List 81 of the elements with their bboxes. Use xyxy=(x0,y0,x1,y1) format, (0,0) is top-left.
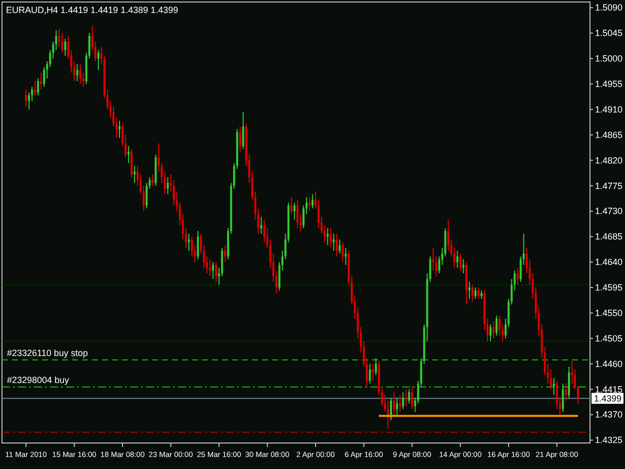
candlestick xyxy=(459,253,462,272)
candlestick xyxy=(25,89,27,108)
y-tick-label: 1.4460 xyxy=(595,358,623,369)
candlestick xyxy=(474,287,476,300)
candlestick xyxy=(97,50,100,70)
y-tick-label: 1.5090 xyxy=(595,2,623,13)
y-tick-label: 1.4910 xyxy=(595,104,623,114)
candlestick xyxy=(568,366,570,398)
y-tick-label: 1.4415 xyxy=(595,384,623,394)
candlestick xyxy=(308,196,311,212)
chart-title: EURAUD,H4 1.4419 1.4419 1.4389 1.4399 xyxy=(6,5,178,15)
y-tick-label: 1.4730 xyxy=(595,206,623,216)
candlestick xyxy=(134,165,136,184)
candlestick xyxy=(374,358,377,376)
candlestick xyxy=(239,126,242,152)
candlestick xyxy=(408,388,410,404)
y-tick-label: 1.4685 xyxy=(595,232,623,242)
candlestick xyxy=(64,38,66,56)
y-tick-label: 1.4955 xyxy=(595,78,623,89)
candlestick xyxy=(330,228,332,248)
candlestick xyxy=(312,194,314,209)
y-tick-label: 1.5000 xyxy=(595,54,623,64)
candlestick xyxy=(393,392,395,416)
y-tick-label: 1.4820 xyxy=(595,155,623,166)
candlestick xyxy=(338,238,341,254)
candlestick xyxy=(37,78,40,96)
candlestick xyxy=(196,230,199,260)
candlestick xyxy=(73,60,76,82)
candlestick xyxy=(34,80,36,96)
candlestick xyxy=(242,112,244,150)
ref-line-label: #23326110 buy stop xyxy=(7,348,88,358)
candlestick xyxy=(209,258,211,277)
candlestick xyxy=(79,64,82,84)
candlestick xyxy=(411,386,414,410)
candlestick xyxy=(468,281,470,300)
candlestick xyxy=(368,363,371,384)
candlestick xyxy=(336,233,338,257)
candlestick xyxy=(344,247,347,266)
candlestick xyxy=(61,32,64,54)
y-tick-label: 1.4370 xyxy=(595,410,623,420)
candlestick xyxy=(471,284,474,302)
candlestick xyxy=(438,256,440,274)
candlestick xyxy=(372,363,374,382)
candlestick xyxy=(399,394,402,412)
y-tick-label: 1.4595 xyxy=(595,282,623,293)
candlestick xyxy=(564,383,567,402)
candlestick xyxy=(402,392,404,410)
y-tick-label: 1.4640 xyxy=(595,257,623,268)
candlestick xyxy=(166,176,169,195)
y-tick-label: 1.4325 xyxy=(595,435,623,446)
candlestick xyxy=(188,233,190,252)
candlestick xyxy=(332,233,335,252)
candlestick xyxy=(164,171,166,195)
candlestick xyxy=(562,383,564,412)
candlestick xyxy=(456,250,458,268)
ref-line-label: #23298004 buy xyxy=(7,375,70,386)
y-tick-label: 1.4505 xyxy=(595,333,623,344)
candlestick xyxy=(215,262,218,282)
y-tick-label: 1.5045 xyxy=(595,28,623,38)
y-tick-label: 1.4550 xyxy=(595,308,623,318)
candlestick xyxy=(130,148,133,178)
y-tick-label: 1.4775 xyxy=(595,180,623,191)
candlestick xyxy=(516,267,519,286)
candlestick xyxy=(76,64,78,82)
candlestick xyxy=(152,174,154,186)
candlestick xyxy=(496,315,498,336)
candlestick xyxy=(492,320,495,339)
candlestick xyxy=(342,242,344,263)
candlestick xyxy=(552,377,555,396)
ref-line-label: 1.4399 xyxy=(594,393,622,404)
candlestick xyxy=(212,262,214,280)
candlestick xyxy=(396,397,398,416)
candlestick xyxy=(40,72,42,90)
candlestick xyxy=(296,199,298,229)
candlestick xyxy=(477,287,480,300)
candlestick xyxy=(257,208,260,234)
candlestick xyxy=(293,202,296,220)
y-tick-label: 1.4865 xyxy=(595,130,623,140)
candlestick xyxy=(224,244,226,263)
candlestick xyxy=(490,324,492,342)
candlestick xyxy=(290,196,292,215)
